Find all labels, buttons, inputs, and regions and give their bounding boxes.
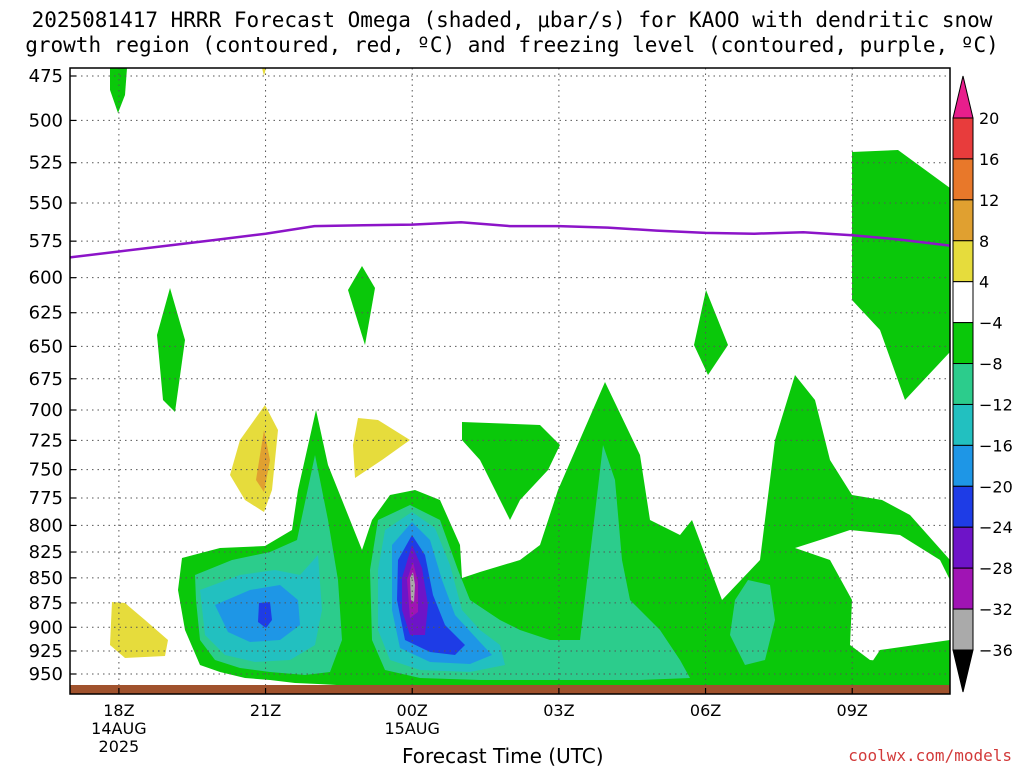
- colorbar-label: 16: [979, 150, 999, 169]
- colorbar-label: −8: [979, 355, 1003, 374]
- y-tick-label: 575: [29, 231, 63, 252]
- colorbar-label: −24: [979, 518, 1013, 537]
- grid-lines: [70, 68, 950, 694]
- y-tick-label: 700: [29, 400, 63, 421]
- credit-link[interactable]: coolwx.com/models: [848, 746, 1012, 765]
- x-tick-label: 09Z: [837, 701, 868, 720]
- colorbar-label: −12: [979, 395, 1013, 414]
- omega-area-green: [852, 150, 950, 400]
- colorbar-label: 4: [979, 273, 989, 292]
- omega-area-green: [694, 290, 728, 375]
- colorbar-swatch: [952, 403, 974, 446]
- y-tick-label: 675: [29, 369, 63, 390]
- colorbar-swatch: [952, 117, 974, 160]
- chart-title-line-1: 2025081417 HRRR Forecast Omega (shaded, …: [31, 8, 993, 32]
- freezing-level-line: [69, 221, 951, 259]
- colorbar: 20 16 12 8 4 −4 −8 −12 −16 −20 −24 −28 −32 −36: [952, 75, 1013, 693]
- omega-area-white: [795, 530, 950, 668]
- colorbar-swatch: [952, 199, 974, 242]
- x-tick-year-label: 2025: [99, 737, 140, 756]
- y-tick-label: 850: [29, 568, 63, 589]
- x-tick-label: 06Z: [690, 701, 721, 720]
- y-tick-label: 750: [29, 460, 63, 481]
- y-tick-label: 825: [29, 542, 63, 563]
- colorbar-label: 8: [979, 232, 989, 251]
- colorbar-label: −32: [979, 600, 1013, 619]
- colorbar-label: −20: [979, 477, 1013, 496]
- colorbar-swatch: [952, 444, 974, 487]
- y-tick-label: 725: [29, 430, 63, 451]
- omega-area-yellow: [230, 405, 278, 512]
- y-tick-label: 800: [29, 515, 63, 536]
- y-tick-label: 600: [29, 268, 63, 289]
- colorbar-swatch: [952, 526, 974, 569]
- y-tick-label: 775: [29, 488, 63, 509]
- omega-area-yellow: [110, 602, 168, 658]
- colorbar-swatch: [952, 240, 974, 283]
- colorbar-swatch: [952, 281, 974, 324]
- x-tick-label: 21Z: [250, 701, 281, 720]
- x-tick-label: 18Z: [103, 701, 134, 720]
- omega-area-yellow: [262, 68, 266, 76]
- y-axis: 475 500 525 550 575 600 625 650 675 700 725 750 775 8…: [29, 66, 76, 685]
- y-tick-label: 475: [29, 66, 63, 87]
- omega-area-orange: [256, 430, 270, 492]
- x-tick-date-label: 15AUG: [385, 719, 440, 738]
- y-tick-label: 525: [29, 153, 63, 174]
- colorbar-min-arrow: [952, 649, 974, 693]
- y-tick-label: 900: [29, 617, 63, 638]
- omega-area-gray: [410, 572, 415, 602]
- omega-area-teal: [730, 580, 775, 665]
- colorbar-swatch: [952, 608, 974, 651]
- colorbar-swatch: [952, 567, 974, 610]
- colorbar-swatch: [952, 158, 974, 201]
- omega-area-yellow: [353, 418, 410, 478]
- y-tick-label: 550: [29, 193, 63, 214]
- x-tick-label: 03Z: [543, 701, 574, 720]
- x-tick-date-label: 14AUG: [91, 719, 146, 738]
- y-tick-label: 875: [29, 593, 63, 614]
- colorbar-swatch: [952, 363, 974, 405]
- omega-area-green: [348, 266, 375, 345]
- y-tick-label: 950: [29, 664, 63, 685]
- omega-area-green: [157, 288, 185, 412]
- colorbar-label: 12: [979, 191, 999, 210]
- y-tick-label: 625: [29, 303, 63, 324]
- colorbar-label: 20: [979, 109, 999, 128]
- colorbar-label: −36: [979, 641, 1013, 660]
- colorbar-label: −4: [979, 314, 1003, 333]
- omega-area-green: [462, 422, 560, 520]
- omega-area-darkblue: [258, 602, 272, 628]
- chart-title-line-2: growth region (contoured, red, ºC) and f…: [25, 33, 999, 57]
- colorbar-label: −28: [979, 559, 1013, 578]
- colorbar-max-arrow: [952, 75, 974, 119]
- y-tick-label: 925: [29, 641, 63, 662]
- y-tick-label: 650: [29, 336, 63, 357]
- colorbar-label: −16: [979, 436, 1013, 455]
- omega-area-green: [860, 640, 950, 690]
- colorbar-swatch: [952, 322, 974, 365]
- x-axis-title: Forecast Time (UTC): [402, 744, 604, 768]
- ground-strip: [70, 685, 950, 694]
- colorbar-swatch: [952, 485, 974, 528]
- plot-frame: [69, 67, 951, 695]
- y-tick-label: 500: [29, 110, 63, 131]
- x-tick-label: 00Z: [397, 701, 428, 720]
